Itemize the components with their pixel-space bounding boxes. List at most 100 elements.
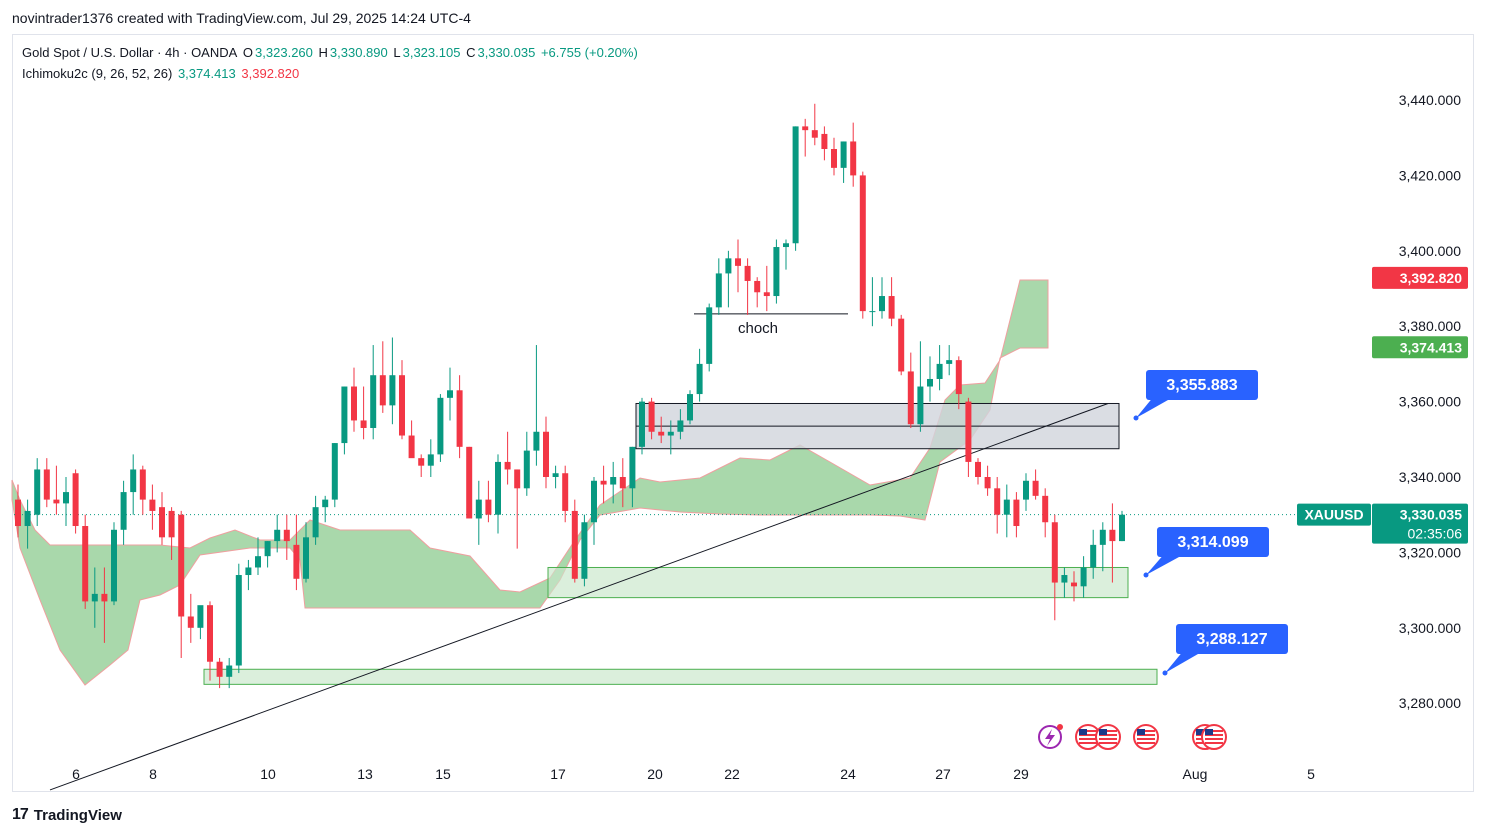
us-flag-canton — [1137, 729, 1145, 735]
us-flag-canton — [1079, 729, 1087, 735]
us-flag-ring — [1201, 724, 1227, 750]
callout-pointer — [1146, 553, 1179, 575]
symbol-tag-bg — [1297, 503, 1371, 526]
candle — [523, 450, 530, 489]
candle — [639, 401, 645, 447]
span-a-tag-bg — [1372, 336, 1468, 359]
candle — [792, 126, 799, 244]
us-flag-ring — [1095, 724, 1121, 750]
candle — [533, 431, 540, 451]
candle — [63, 492, 69, 504]
candle — [274, 529, 281, 542]
price-callout: 3,314.099 — [1143, 527, 1269, 578]
us-flag-stripe — [1099, 730, 1117, 732]
x-tick-label: 17 — [550, 766, 566, 782]
candle — [562, 473, 569, 511]
last-price-text: 3,330.035 — [1400, 507, 1462, 523]
x-tick-label: 15 — [435, 766, 451, 782]
choch-label: choch — [738, 320, 778, 337]
candle — [898, 318, 905, 372]
open-value: 3,323.260 — [255, 45, 313, 60]
candle — [303, 537, 309, 579]
footer-brand[interactable]: 17 TradingView — [12, 806, 122, 824]
candle — [360, 420, 367, 428]
price-callout: 3,288.127 — [1162, 624, 1288, 676]
callout-label: 3,288.127 — [1196, 631, 1267, 648]
close-value: 3,330.035 — [477, 45, 536, 60]
y-tick-label: 3,340.000 — [1399, 469, 1461, 485]
last-price-tag: XAUUSD 3,330.035 02:35:06 — [1297, 503, 1468, 544]
candle — [351, 386, 357, 421]
callout-box — [1157, 527, 1269, 557]
candle — [197, 605, 204, 628]
us-flag-stripe — [1205, 742, 1223, 744]
high-value: 3,330.890 — [329, 45, 388, 60]
candle — [696, 363, 703, 395]
us-flag-stripe — [1205, 730, 1223, 732]
candle — [139, 469, 146, 500]
span-a-tag-text: 3,374.413 — [1400, 339, 1462, 355]
candle — [207, 605, 213, 662]
candle — [15, 499, 21, 527]
candle — [811, 130, 818, 138]
candle — [1023, 480, 1029, 500]
tradingview-logo-icon: 17 — [12, 806, 29, 823]
candle — [485, 499, 492, 515]
us-flag-stripe — [1137, 734, 1155, 736]
candle — [427, 454, 434, 466]
candle — [859, 175, 866, 312]
candle — [466, 446, 473, 519]
x-tick-label: 13 — [357, 766, 373, 782]
us-flag-canton — [1196, 729, 1204, 735]
us-flag-stripe — [1099, 742, 1117, 744]
x-tick-label: 24 — [840, 766, 856, 782]
candle — [341, 386, 348, 444]
symbol-tag-text: XAUUSD — [1304, 507, 1363, 523]
high-label: H — [318, 45, 328, 60]
candle — [581, 522, 588, 579]
us-flag-stripe — [1079, 730, 1097, 732]
candle — [283, 529, 290, 542]
zone-demand-1 — [547, 566, 1129, 599]
x-tick-label: 22 — [724, 766, 740, 782]
callout-pointer — [1165, 650, 1198, 673]
candle — [869, 311, 876, 313]
candle — [91, 593, 98, 602]
span-a-tag: 3,374.413 — [1372, 336, 1468, 359]
candle — [735, 258, 741, 266]
us-flag-stripe — [1079, 742, 1097, 744]
y-tick-label: 3,300.000 — [1399, 620, 1461, 636]
candle — [1003, 499, 1010, 515]
y-tick-label: 3,380.000 — [1399, 318, 1461, 334]
candle — [1032, 480, 1039, 496]
candle — [504, 461, 511, 470]
candle — [1061, 575, 1068, 583]
candle — [34, 469, 41, 515]
open-label: O — [242, 45, 254, 60]
symbol-legend: Gold Spot / U.S. Dollar · 4h · OANDA O 3,… — [22, 45, 640, 60]
candle — [447, 390, 453, 398]
us-flag-stripe — [1137, 742, 1155, 744]
span-b-tag: 3,392.820 — [1372, 266, 1468, 289]
chart-panel[interactable] — [12, 34, 1474, 792]
candle — [149, 499, 156, 511]
x-tick-label: 27 — [935, 766, 951, 782]
candle — [437, 397, 444, 455]
candle — [255, 556, 261, 568]
candle — [475, 499, 482, 519]
author-line: novintrader1376 created with TradingView… — [12, 10, 471, 26]
candle — [927, 378, 933, 387]
price-callout: 3,355.883 — [1133, 370, 1258, 421]
candle — [725, 258, 732, 274]
x-tick-label: 5 — [1307, 766, 1315, 782]
callout-box — [1176, 624, 1288, 654]
candle — [101, 593, 108, 602]
x-tick-label: 29 — [1013, 766, 1029, 782]
us-flag-canton — [1205, 729, 1213, 735]
candle — [322, 499, 329, 508]
candle — [1080, 567, 1087, 587]
us-flag-icon — [1075, 724, 1101, 750]
candle — [744, 265, 751, 281]
candle — [917, 386, 924, 425]
